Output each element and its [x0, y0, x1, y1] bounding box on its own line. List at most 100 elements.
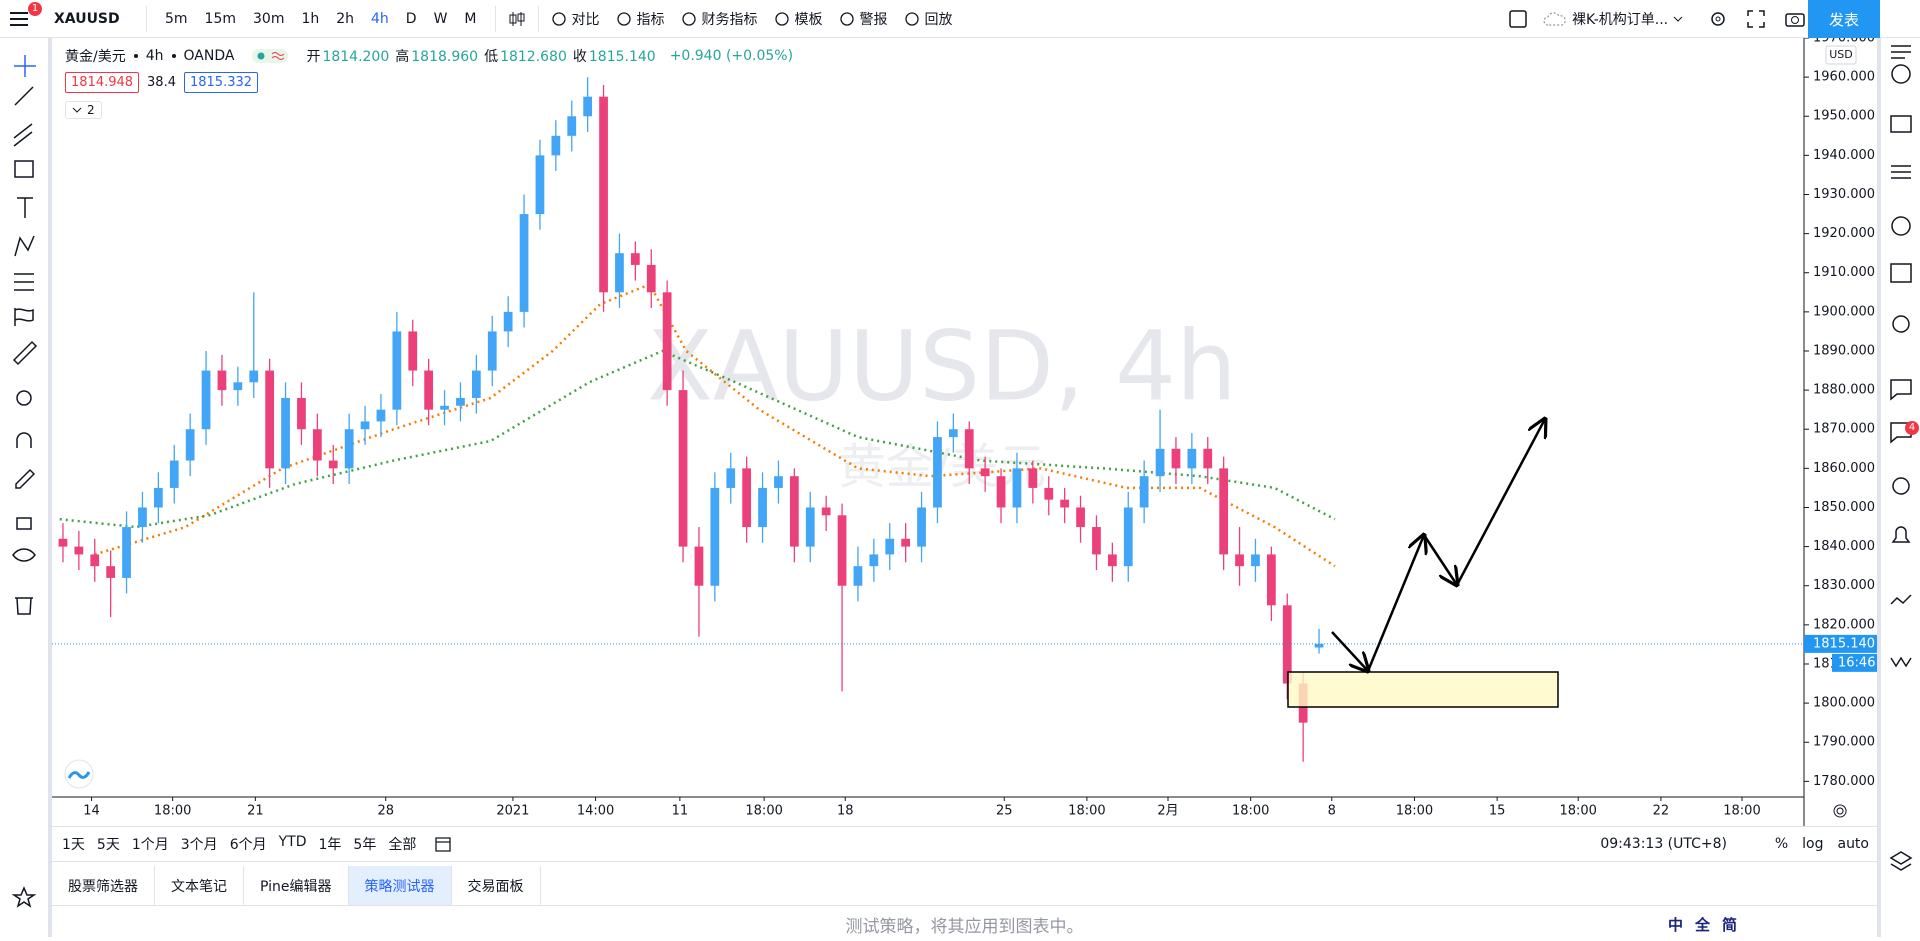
layers-icon[interactable]	[1889, 851, 1913, 871]
range-button[interactable]: 5天	[96, 837, 120, 853]
range-list: 1天 5天 1个月 3个月 6个月 YTD 1年 5年 全部	[52, 834, 422, 854]
forecast-tool[interactable]	[14, 308, 34, 326]
candle-body	[646, 264, 656, 293]
menu-button[interactable]: 1	[0, 0, 46, 38]
chart-style-button[interactable]	[500, 0, 534, 38]
trendline-tool[interactable]	[14, 86, 34, 106]
streams-icon[interactable]	[1892, 477, 1910, 495]
ime-item[interactable]: 中	[1668, 916, 1684, 934]
range-button[interactable]: 全部	[388, 837, 417, 853]
panel-tab[interactable]: Pine编辑器	[244, 866, 349, 905]
ime-item[interactable]: 全	[1695, 916, 1711, 934]
ideas-icon[interactable]	[1892, 315, 1910, 333]
depth-icon[interactable]	[1890, 656, 1912, 668]
button-icon	[616, 11, 631, 26]
time-settings-icon[interactable]	[1833, 804, 1847, 818]
panel-tab[interactable]: 文本笔记	[155, 866, 244, 905]
chat-icon[interactable]	[1890, 379, 1912, 401]
candle-body	[1092, 527, 1101, 555]
lock-tool[interactable]	[16, 517, 32, 530]
lock-draw-tool[interactable]	[15, 468, 36, 489]
panel-tab[interactable]: 策略测试器	[348, 866, 452, 905]
channel-tool[interactable]	[13, 123, 33, 147]
user-arrow[interactable]	[1422, 534, 1457, 585]
user-arrow[interactable]	[1455, 419, 1545, 586]
user-arrow[interactable]	[1366, 535, 1424, 672]
range-button[interactable]: 1年	[318, 837, 342, 853]
snapshot-icon[interactable]	[1784, 9, 1806, 29]
text-tool[interactable]	[17, 197, 33, 218]
candle-body	[869, 554, 879, 567]
toolbar-button[interactable]: 回放	[896, 0, 961, 38]
magnet-tool[interactable]	[16, 432, 32, 448]
toolbar-button[interactable]: 对比	[543, 0, 608, 38]
interval-button[interactable]: W	[433, 10, 448, 27]
symbol-search[interactable]: XAUUSD	[54, 10, 120, 27]
fullscreen-icon[interactable]	[1746, 9, 1766, 29]
x-tick-label: 28	[377, 804, 394, 819]
range-button[interactable]: 3个月	[180, 837, 218, 853]
toolbar-button[interactable]: 指标	[608, 0, 673, 38]
scale-option[interactable]: %	[1774, 836, 1789, 852]
y-tick-label: 1860.000	[1813, 461, 1875, 476]
interval-button[interactable]: 5m	[165, 10, 188, 27]
notification-icon[interactable]	[1891, 526, 1911, 543]
fib-tool[interactable]	[14, 273, 34, 291]
favorites-tool[interactable]	[11, 886, 37, 908]
y-tick-label: 1920.000	[1813, 226, 1875, 241]
ruler-tool[interactable]	[12, 340, 38, 366]
settings-icon[interactable]	[1708, 9, 1728, 29]
list-icon[interactable]	[1891, 165, 1911, 179]
x-tick-label: 18:00	[1068, 804, 1105, 819]
range-button[interactable]: 1天	[62, 837, 85, 853]
range-button[interactable]: 5年	[353, 837, 377, 853]
drawing-toolbar	[0, 38, 52, 937]
range-button[interactable]: 1个月	[131, 837, 169, 853]
orders-icon[interactable]	[1890, 594, 1912, 605]
calendar-icon[interactable]	[1890, 263, 1912, 283]
interval-button[interactable]: M	[464, 10, 477, 27]
range-button[interactable]: YTD	[278, 834, 307, 850]
candle-body	[885, 538, 895, 555]
user-arrow[interactable]	[1331, 631, 1368, 671]
interval-button[interactable]: D	[405, 10, 417, 27]
trash-tool[interactable]	[15, 597, 33, 615]
candle-body	[392, 331, 402, 410]
alerts-icon[interactable]	[1891, 64, 1911, 84]
x-tick-label: 14:00	[577, 804, 614, 819]
crosshair-tool[interactable]	[14, 55, 36, 77]
visibility-tool[interactable]	[12, 548, 36, 562]
pattern-tool[interactable]	[14, 235, 35, 257]
zoom-tool[interactable]	[16, 390, 32, 406]
publish-button[interactable]: 发表	[1808, 0, 1880, 38]
ime-item[interactable]: 简	[1722, 916, 1738, 934]
shape-tool[interactable]	[14, 160, 34, 178]
interval-button[interactable]: 1h	[301, 10, 320, 27]
layout-box[interactable]	[1500, 0, 1536, 38]
interval-button[interactable]: 4h	[371, 10, 389, 27]
interval-button[interactable]: 30m	[253, 10, 285, 27]
scale-option[interactable]: auto	[1837, 836, 1869, 852]
panel-tab[interactable]: 交易面板	[452, 866, 541, 905]
range-button[interactable]: 6个月	[229, 837, 267, 853]
candle-body	[1076, 507, 1085, 528]
user-rectangle[interactable]	[1287, 671, 1559, 708]
interval-button[interactable]: 2h	[336, 10, 355, 27]
legend-exchange: OANDA	[183, 48, 235, 64]
interval-button[interactable]: 15m	[204, 10, 236, 27]
template-select[interactable]: 裸K-机构订单...	[1535, 0, 1691, 38]
scale-option[interactable]: log	[1802, 836, 1824, 852]
toolbar-button[interactable]: 模板	[766, 0, 831, 38]
news-icon[interactable]	[1890, 115, 1912, 133]
candle-body	[837, 515, 847, 586]
toolbar-button[interactable]: 财务指标	[673, 0, 766, 38]
panel-tab[interactable]: 股票筛选器	[52, 866, 155, 905]
goto-date-icon[interactable]	[432, 834, 462, 854]
toolbar-button[interactable]: 警报	[831, 0, 896, 38]
ohlc-label: 高	[395, 49, 410, 65]
hotlist-icon[interactable]	[1891, 216, 1911, 236]
watchlist-icon[interactable]	[1891, 45, 1911, 59]
bottom-tabs: 股票筛选器 文本笔记 Pine编辑器 策略测试器 交易面板	[52, 866, 1877, 906]
indicator-toggle[interactable]: 2	[65, 101, 102, 119]
